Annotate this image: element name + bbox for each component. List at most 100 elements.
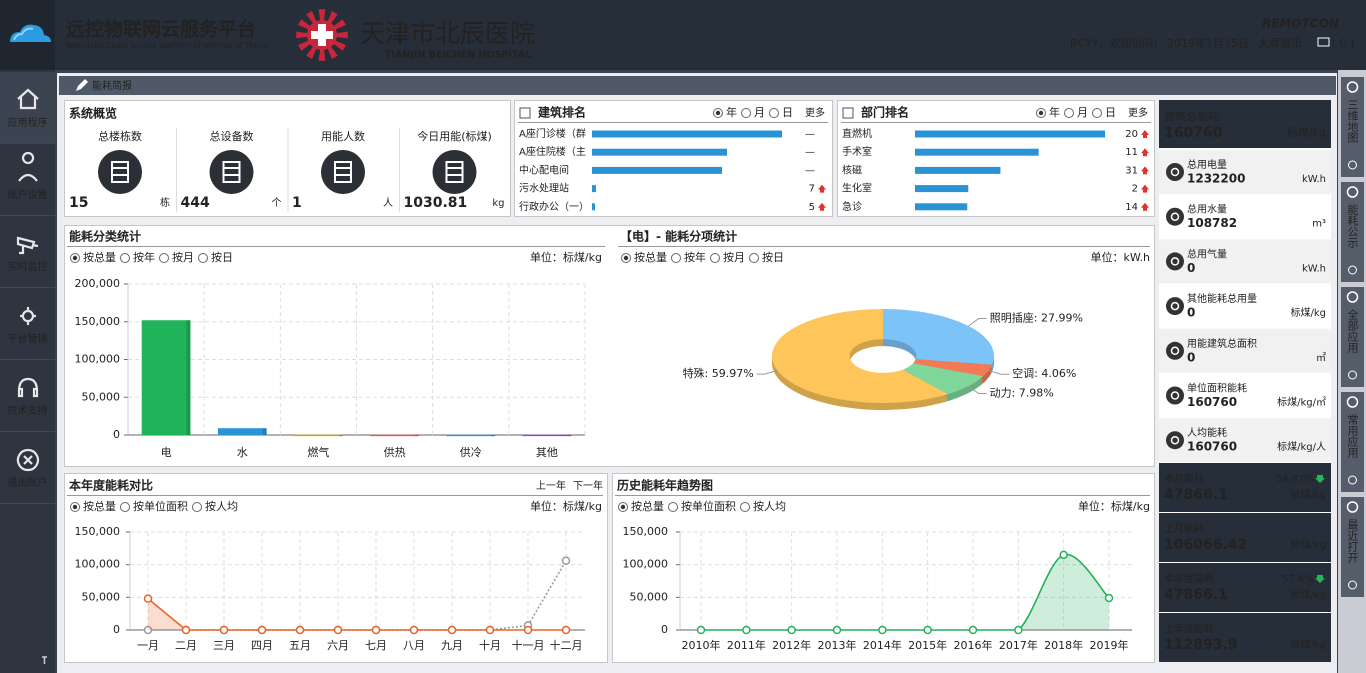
radio-label[interactable]: 按单位面积 <box>681 499 736 513</box>
side-nav-label[interactable]: 全部应用 <box>1346 308 1359 354</box>
radio[interactable] <box>1064 108 1074 118</box>
radio-label[interactable]: 按人均 <box>753 499 786 513</box>
nav-label[interactable]: 应用程序 <box>8 116 48 129</box>
radio-dot <box>1038 110 1044 116</box>
side-nav-label[interactable]: 最近打开 <box>1346 519 1359 564</box>
radio-label[interactable]: 按日 <box>762 250 784 264</box>
rank-change: 20 <box>1125 129 1138 140</box>
radio-label[interactable]: 按年 <box>133 250 155 264</box>
radio-label[interactable]: 按单位面积 <box>133 499 188 513</box>
side-nav-item[interactable] <box>1341 392 1364 492</box>
radio[interactable] <box>749 253 759 263</box>
side-nav-item[interactable] <box>1341 77 1364 177</box>
nav-item[interactable] <box>0 216 55 287</box>
year-nav[interactable]: 上一年 <box>536 479 566 492</box>
leader-line <box>988 370 1010 375</box>
nav-label[interactable]: 实时监控 <box>8 260 48 273</box>
summary-row <box>1159 328 1331 373</box>
summary-icon <box>1166 207 1184 226</box>
big-screen-link[interactable]: 大屏展示 <box>1258 36 1302 50</box>
radio[interactable] <box>740 502 750 512</box>
radio-label[interactable]: 年 <box>726 105 737 119</box>
nav-label[interactable]: 退出账户 <box>8 476 48 489</box>
rank-up-arrow <box>1141 166 1149 175</box>
rank-change: — <box>805 147 815 158</box>
point <box>257 625 267 635</box>
rank-icon <box>519 107 531 119</box>
radio-label[interactable]: 按日 <box>211 250 233 264</box>
nav-label[interactable]: 技术支持 <box>8 404 48 417</box>
summary-icon <box>1166 386 1184 405</box>
radio-label[interactable]: 按总量 <box>634 250 667 264</box>
summary-icon-glyph <box>1170 301 1180 311</box>
rank-name: 急诊 <box>842 200 862 213</box>
radio[interactable] <box>159 253 169 263</box>
overview-icon-glyph <box>335 167 351 176</box>
radio-label[interactable]: 日 <box>1105 106 1116 119</box>
radio-label[interactable]: 日 <box>782 106 793 119</box>
side-nav-item[interactable] <box>1341 287 1364 387</box>
radio-label[interactable]: 按年 <box>684 250 706 264</box>
summary-value: 160760 <box>1187 440 1237 454</box>
rank-bar <box>915 185 969 193</box>
radio-label[interactable]: 按人均 <box>205 499 238 513</box>
more-link[interactable]: 更多 <box>1128 106 1148 119</box>
radio[interactable] <box>671 253 681 263</box>
year-nav[interactable]: 下一年 <box>573 479 603 492</box>
side-nav-label[interactable]: 三维地图 <box>1346 99 1359 144</box>
y-tick-label: 50,000 <box>82 590 121 603</box>
summary-icon-glyph <box>1170 257 1180 266</box>
nav-label[interactable]: 账户设置 <box>8 188 48 201</box>
radio[interactable] <box>120 253 130 263</box>
y-tick-label: 50,000 <box>82 390 121 403</box>
summary-value: 160760 <box>1187 395 1237 409</box>
side-nav-icon <box>1346 186 1359 198</box>
side-nav-icon <box>1346 501 1359 513</box>
point <box>295 625 305 635</box>
pie-slice <box>902 363 984 395</box>
side-nav-label[interactable]: 常用应用 <box>1346 414 1359 459</box>
rank-change: 14 <box>1125 202 1138 213</box>
overview-icon-glyph <box>223 167 240 176</box>
summary-icon-glyph <box>1170 391 1180 400</box>
bar <box>370 434 419 437</box>
x-tick-label: 十一月 <box>512 638 545 652</box>
summary-row <box>1159 150 1331 194</box>
radio[interactable] <box>668 502 678 512</box>
radio-label[interactable]: 按总量 <box>83 499 116 513</box>
period-value: 47866.1 <box>1164 487 1228 503</box>
radio-label[interactable]: 年 <box>1049 105 1060 119</box>
x-tick-label: 2012年 <box>772 638 811 652</box>
chart-unit: 单位：标煤/kg <box>530 250 602 264</box>
nav-item[interactable] <box>0 432 55 503</box>
point <box>219 625 229 635</box>
radio-label[interactable]: 月 <box>1077 106 1088 119</box>
y-tick-label: 100,000 <box>75 353 121 366</box>
more-link[interactable]: 更多 <box>805 106 825 119</box>
platform-title: 远控物联网云服务平台 <box>66 18 256 41</box>
down-arrow <box>1315 575 1325 583</box>
nav-item[interactable] <box>0 360 55 431</box>
radio[interactable] <box>769 108 779 118</box>
nav-item[interactable] <box>0 144 55 215</box>
radio[interactable] <box>120 502 130 512</box>
radio-label[interactable]: 按总量 <box>83 250 116 264</box>
radio[interactable] <box>710 253 720 263</box>
radio[interactable] <box>741 108 751 118</box>
radio[interactable] <box>198 253 208 263</box>
summary-row <box>1159 194 1331 239</box>
side-nav-label[interactable]: 能耗公示 <box>1346 203 1359 248</box>
radio-label[interactable]: 按月 <box>172 250 194 264</box>
nav-icon <box>16 236 39 255</box>
radio-label[interactable]: 月 <box>754 106 765 119</box>
side-nav-item[interactable] <box>1341 182 1364 282</box>
radio-label[interactable]: 按月 <box>723 250 745 264</box>
radio-label[interactable]: 按总量 <box>631 499 664 513</box>
radio[interactable] <box>1092 108 1102 118</box>
message-count[interactable]: ( 0 ) <box>1332 37 1355 50</box>
radio[interactable] <box>192 502 202 512</box>
side-nav-item[interactable] <box>1341 497 1364 597</box>
nav-label[interactable]: 平台管理 <box>8 332 48 345</box>
message-icon <box>1317 37 1330 47</box>
line <box>147 598 566 631</box>
